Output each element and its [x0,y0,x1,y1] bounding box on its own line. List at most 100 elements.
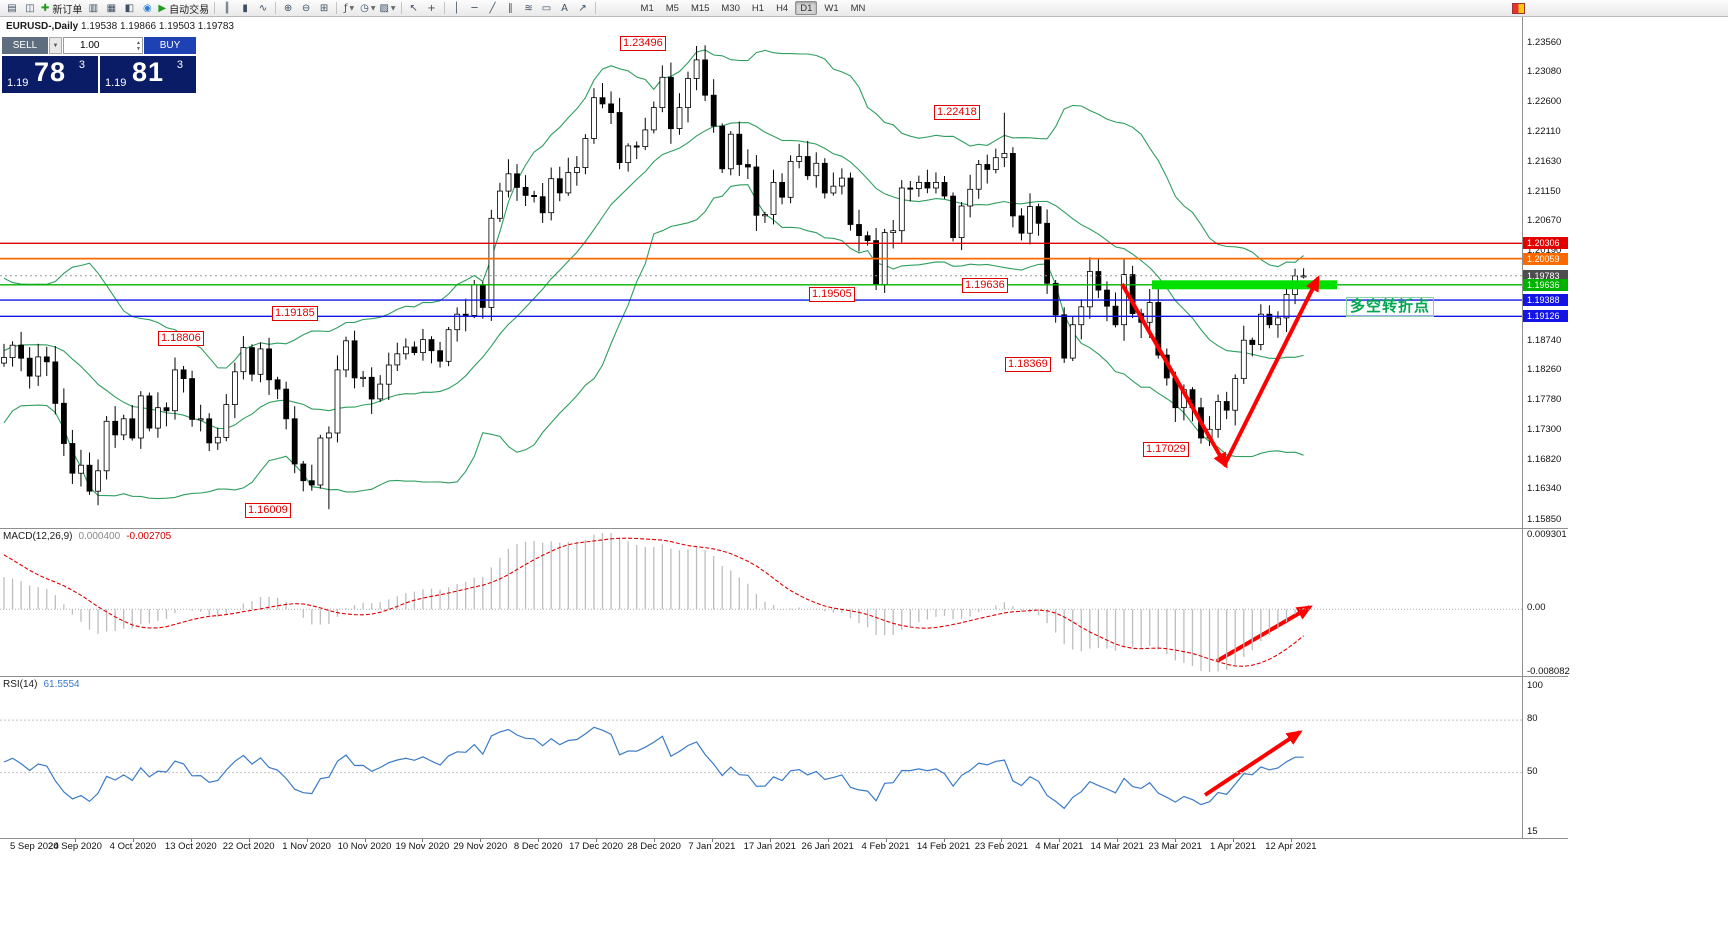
timeframe-m1[interactable]: M1 [640,2,654,14]
price-tag: 1.19388 [1523,294,1568,307]
chevron-down-icon: ▼ [52,42,59,49]
price-scale-label: 1.21150 [1527,185,1561,197]
price-scale-label: 1.17300 [1527,423,1562,435]
data-window-icon[interactable]: ▦ [106,2,117,14]
market-watch-icon[interactable]: ▥ [88,2,99,14]
zoom-out-icon[interactable]: ⊖ [301,2,311,14]
symbol-label: EURUSD-,Daily [6,21,79,32]
price-scale-label: 1.16340 [1527,483,1562,495]
rsi-panel-separator[interactable] [0,676,1568,677]
date-label: 23 Feb 2021 [974,841,1029,852]
indicators-icon[interactable]: ƒ ▼ [344,2,355,14]
sell-price-display[interactable]: 1.19 78 3 [2,56,98,93]
price-annotation[interactable]: 1.19185 [272,306,318,321]
vertical-line-icon[interactable]: │ [453,2,460,14]
spin-up-icon[interactable]: ▲ [136,39,141,46]
zoom-in-icon[interactable]: ⊕ [283,2,293,14]
date-label: 29 Nov 2020 [453,841,508,852]
sell-button[interactable]: SELL [2,37,48,54]
one-click-trading-panel: SELL ▼ 1.00 ▲ ▼ BUY 1.19 78 3 1.19 81 3 [2,37,196,93]
buy-button[interactable]: BUY [144,37,196,54]
macd-panel-separator[interactable] [0,528,1568,529]
toolbar-separator [275,2,277,14]
line-chart-icon[interactable]: ∿ [258,2,268,14]
buy-price-prefix: 1.19 [105,77,127,89]
price-annotation[interactable]: 1.19636 [962,278,1008,293]
navigator-icon[interactable]: ◧ [124,2,135,14]
macd-label: MACD(12,26,9) 0.000400 -0.002705 [3,531,171,542]
candlestick-chart-icon[interactable]: ▮ [242,2,248,14]
buy-price-big: 81 [132,57,165,87]
price-annotation[interactable]: 1.18369 [1005,357,1051,372]
date-label: 28 Dec 2020 [627,841,681,852]
rsi-panel-canvas[interactable] [0,677,1522,838]
price-annotation[interactable]: 1.17029 [1143,442,1189,457]
price-tag: 1.19783 [1523,269,1568,282]
price-scale-label: 1.22600 [1527,95,1562,107]
date-label: 12 Apr 2021 [1265,841,1317,852]
date-label: 4 Feb 2021 [861,841,910,852]
price-annotation[interactable]: 1.18806 [158,331,204,346]
order-type-dropdown[interactable]: ▼ [49,37,62,54]
date-label: 17 Jan 2021 [743,841,796,852]
chart-title: EURUSD-,Daily 1.19538 1.19866 1.19503 1.… [6,21,234,32]
turning-point-label[interactable]: 多空转折点 [1346,297,1435,317]
cursor-icon[interactable]: ↖ [409,2,418,14]
new-order-button[interactable]: ✚ 新订单 [41,2,83,16]
text-icon[interactable]: A [561,2,568,14]
volume-input[interactable]: 1.00 ▲ ▼ [63,37,143,54]
rsi-name: RSI(14) [3,679,38,690]
spin-down-icon[interactable]: ▼ [136,45,141,52]
macd-panel-canvas[interactable] [0,529,1522,676]
templates-icon[interactable]: ▨ ▼ [379,2,396,14]
price-scale-label: 1.20670 [1527,215,1562,227]
timeframe-m30[interactable]: M30 [721,2,740,14]
date-label: 8 Dec 2020 [513,841,563,852]
fibonacci-icon[interactable]: ≋ [524,2,533,14]
price-scale-label: 1.18740 [1527,334,1562,346]
bar-chart-icon[interactable]: ║ [224,2,231,14]
price-annotation[interactable]: 1.23496 [620,36,666,51]
shapes-icon[interactable]: ▭ [541,2,552,14]
tile-windows-icon[interactable]: ⊞ [319,2,329,14]
date-label: 7 Jan 2021 [688,841,736,852]
alert-icon[interactable] [1512,3,1525,14]
tick-chart-icon[interactable]: ◫ [25,2,35,14]
date-label: 23 Mar 2021 [1148,841,1202,852]
timeframe-h1[interactable]: H1 [751,2,765,14]
buy-price-display[interactable]: 1.19 81 3 [100,56,196,93]
price-chart-canvas[interactable] [0,17,1522,529]
rsi-label: RSI(14) 61.5554 [3,679,80,690]
volume-value: 1.00 [80,40,100,51]
timeframe-m5[interactable]: M5 [665,2,679,14]
trendline-icon[interactable]: ╱ [489,2,496,14]
timeframe-w1[interactable]: W1 [824,2,839,14]
date-label: 1 Nov 2020 [282,841,331,852]
autotrading-button[interactable]: ▶ 自动交易 [158,2,210,16]
date-label: 4 Oct 2020 [109,841,157,852]
timeframe-m15[interactable]: M15 [690,2,710,14]
timeframe-h4[interactable]: H4 [776,2,789,14]
timeframe-mn[interactable]: MN [850,2,866,14]
price-annotation[interactable]: 1.19505 [809,287,855,302]
price-annotation[interactable]: 1.16009 [245,503,291,518]
channel-icon[interactable]: ∥ [508,2,514,14]
price-annotation[interactable]: 1.22418 [934,105,980,120]
macd-name: MACD(12,26,9) [3,531,73,542]
price-scale-label: 1.21630 [1527,155,1562,167]
price-scale-label: 1.17780 [1527,394,1562,406]
crosshair-icon[interactable]: + [427,2,436,14]
price-tag: 1.19636 [1523,278,1568,291]
arrow-object-icon[interactable]: ↗ [578,2,587,14]
toolbar-separator [400,2,402,14]
price-tag: 1.20306 [1523,237,1568,250]
charts-icon[interactable]: ▤ [7,2,17,14]
periods-icon[interactable]: ◷ ▼ [360,2,376,14]
expert-advisor-icon[interactable]: ◉ [143,2,152,14]
buy-price-pipette: 3 [176,59,183,71]
timeframe-d1[interactable]: D1 [795,1,818,15]
toolbar-separator [443,2,445,14]
horizontal-line-icon[interactable]: ─ [471,2,478,14]
price-tag: 1.19126 [1523,310,1568,323]
volume-spinner[interactable]: ▲ ▼ [136,38,141,53]
